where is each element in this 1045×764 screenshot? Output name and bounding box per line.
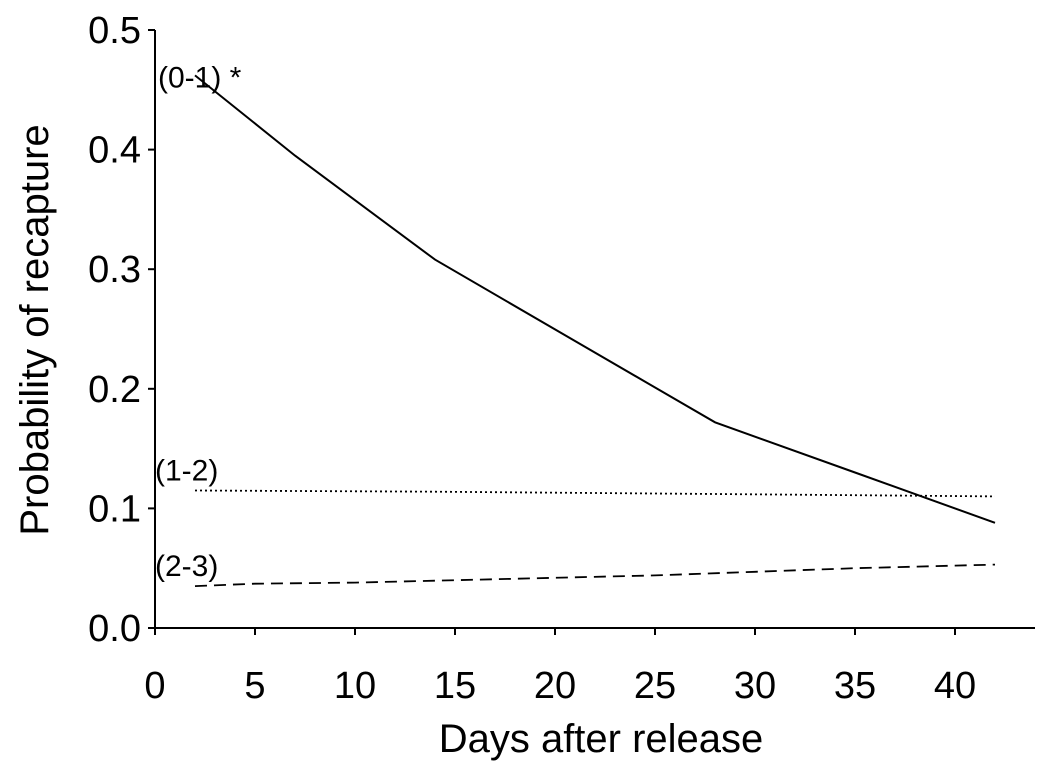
series-labels: (0-1) * (1-2) (2-3) — [155, 61, 242, 583]
y-tick-label: 0.4 — [88, 130, 141, 172]
series-line-dotted — [194, 489, 996, 498]
x-tick-label: 0 — [144, 665, 165, 707]
y-tick-label: 0.0 — [88, 608, 141, 650]
x-axis-title: Days after release — [439, 717, 764, 761]
x-tick-label: 40 — [934, 665, 976, 707]
series-label: (2-3) — [155, 550, 218, 583]
x-tick-label: 30 — [734, 665, 776, 707]
x-tick-label: 10 — [334, 665, 376, 707]
x-tick-label: 20 — [534, 665, 576, 707]
x-tick-label: 5 — [244, 665, 265, 707]
series-line-dashed — [194, 563, 996, 587]
y-axis-title: Probability of recapture — [13, 124, 57, 535]
y-tick-label: 0.5 — [88, 10, 141, 52]
series-label: (0-1) * — [158, 61, 242, 94]
axes: 0.0 0.1 0.2 0.3 0.4 0.5 0 5 10 15 20 25 30 35 40 — [88, 10, 1035, 707]
x-tick-label: 25 — [634, 665, 676, 707]
series-line-solid — [194, 74, 996, 524]
x-tick-label: 35 — [834, 665, 876, 707]
x-tick-label: 15 — [434, 665, 476, 707]
y-tick-label: 0.2 — [88, 369, 141, 411]
series-label: (1-2) — [155, 454, 218, 487]
y-tick-label: 0.3 — [88, 249, 141, 291]
y-tick-label: 0.1 — [88, 488, 141, 530]
series-lines — [194, 74, 996, 587]
